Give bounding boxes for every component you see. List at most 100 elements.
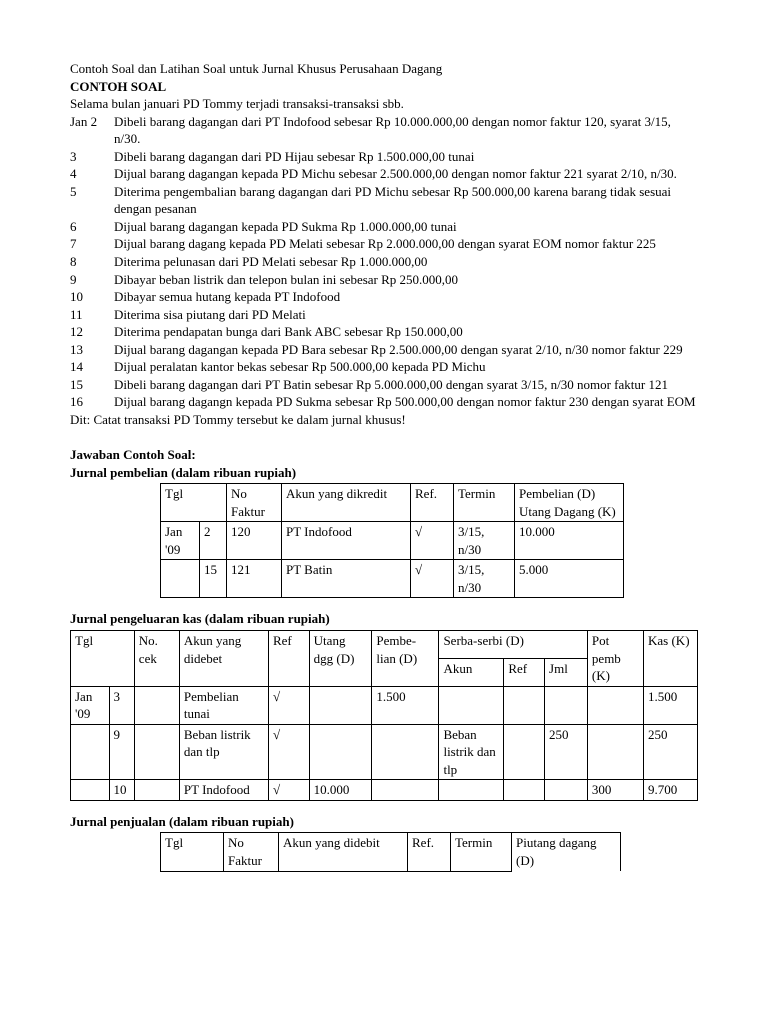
cell — [587, 724, 643, 780]
entry-text: Dijual barang dagangan kepada PD Michu s… — [114, 165, 698, 183]
table-row: 9Beban listrik dan tlp√Beban listrik dan… — [71, 724, 698, 780]
th-akun: Akun yang dikredit — [282, 484, 411, 522]
cell — [545, 780, 588, 801]
th2-pot: Pot pemb (K) — [587, 630, 643, 686]
cell: 10.000 — [515, 522, 624, 560]
th3-termin: Termin — [451, 833, 512, 871]
cell — [161, 560, 200, 598]
table-row: 15121PT Batin√3/15, n/305.000 — [161, 560, 624, 598]
cell — [309, 724, 372, 780]
entry-text: Dibeli barang dagangan dari PT Indofood … — [114, 113, 698, 148]
entry-num: 4 — [70, 165, 114, 183]
cell: √ — [411, 522, 454, 560]
entry-num: 10 — [70, 288, 114, 306]
entry-num: 12 — [70, 323, 114, 341]
cell — [545, 686, 588, 724]
cell: Beban listrik dan tlp — [439, 724, 504, 780]
cell: 250 — [545, 724, 588, 780]
entry-num: 15 — [70, 376, 114, 394]
entry-num: 16 — [70, 393, 114, 411]
th2-kas: Kas (K) — [644, 630, 698, 686]
entry-text: Diterima sisa piutang dari PD Melati — [114, 306, 698, 324]
cell — [587, 686, 643, 724]
th2-pembe: Pembe-lian (D) — [372, 630, 439, 686]
cell — [134, 780, 179, 801]
entry-text: Diterima pelunasan dari PD Melati sebesa… — [114, 253, 698, 271]
cell — [134, 724, 179, 780]
cell: 120 — [227, 522, 282, 560]
cell: 121 — [227, 560, 282, 598]
cell: 3 — [109, 686, 134, 724]
entry-text: Dijual barang dagang kepada PD Melati se… — [114, 235, 698, 253]
cell: 300 — [587, 780, 643, 801]
table1-title: Jurnal pembelian (dalam ribuan rupiah) — [70, 464, 698, 482]
cell — [439, 686, 504, 724]
cell — [504, 686, 545, 724]
th-termin: Termin — [454, 484, 515, 522]
cell: PT Indofood — [179, 780, 268, 801]
table-row: 10PT Indofood√10.0003009.700 — [71, 780, 698, 801]
cell: 5.000 — [515, 560, 624, 598]
jurnal-penjualan-table: Tgl No Faktur Akun yang didebit Ref. Ter… — [160, 832, 621, 871]
cell: 1.500 — [644, 686, 698, 724]
cell — [504, 724, 545, 780]
th3-no: No Faktur — [224, 833, 279, 871]
cell — [71, 780, 110, 801]
cell: 10 — [109, 780, 134, 801]
cell: Jan '09 — [161, 522, 200, 560]
cell: PT Batin — [282, 560, 411, 598]
jurnal-pembelian-table: Tgl No Faktur Akun yang dikredit Ref. Te… — [160, 483, 624, 598]
cell: Jan '09 — [71, 686, 110, 724]
entry-text: Dijual peralatan kantor bekas sebesar Rp… — [114, 358, 698, 376]
th-pembelian: Pembelian (D) Utang Dagang (K) — [515, 484, 624, 522]
doc-title: Contoh Soal dan Latihan Soal untuk Jurna… — [70, 60, 698, 78]
th2-sj: Jml — [545, 658, 588, 686]
th-tgl: Tgl — [161, 484, 227, 522]
th3-tgl: Tgl — [161, 833, 224, 871]
table2-title: Jurnal pengeluaran kas (dalam ribuan rup… — [70, 610, 698, 628]
entry-text: Dijual barang dagangn kepada PD Sukma se… — [114, 393, 698, 411]
th2-akun: Akun yang didebet — [179, 630, 268, 686]
jurnal-pengeluaran-kas-table: Tgl No. cek Akun yang didebet Ref Utang … — [70, 630, 698, 801]
entry-text: Dijual barang dagangan kepada PD Bara se… — [114, 341, 698, 359]
cell — [439, 780, 504, 801]
entry-text: Dibeli barang dagangan dari PT Batin seb… — [114, 376, 698, 394]
th2-no: No. cek — [134, 630, 179, 686]
cell: 3/15, n/30 — [454, 522, 515, 560]
cell: 3/15, n/30 — [454, 560, 515, 598]
cell — [309, 686, 372, 724]
cell: √ — [268, 686, 309, 724]
entry-text: Dibayar beban listrik dan telepon bulan … — [114, 271, 698, 289]
cell — [134, 686, 179, 724]
entry-num: Jan 2 — [70, 113, 114, 148]
cell: √ — [411, 560, 454, 598]
table-row: Jan '093Pembelian tunai√1.5001.500 — [71, 686, 698, 724]
th3-piutang: Piutang dagang (D) — [512, 833, 621, 871]
heading-contoh-soal: CONTOH SOAL — [70, 78, 698, 96]
entry-num: 3 — [70, 148, 114, 166]
th-ref: Ref. — [411, 484, 454, 522]
cell: 9.700 — [644, 780, 698, 801]
cell: 9 — [109, 724, 134, 780]
th2-sa: Akun — [439, 658, 504, 686]
entry-text: Dibayar semua hutang kepada PT Indofood — [114, 288, 698, 306]
th-no-faktur: No Faktur — [227, 484, 282, 522]
intro-text: Selama bulan januari PD Tommy terjadi tr… — [70, 95, 698, 113]
cell: 10.000 — [309, 780, 372, 801]
th3-akun: Akun yang didebit — [279, 833, 408, 871]
entry-text: Diterima pendapatan bunga dari Bank ABC … — [114, 323, 698, 341]
cell — [504, 780, 545, 801]
entry-num: 8 — [70, 253, 114, 271]
th2-sr: Ref — [504, 658, 545, 686]
cell: 15 — [200, 560, 227, 598]
entry-num: 14 — [70, 358, 114, 376]
entry-num: 5 — [70, 183, 114, 218]
dit-text: Dit: Catat transaksi PD Tommy tersebut k… — [70, 411, 698, 429]
entry-text: Diterima pengembalian barang dagangan da… — [114, 183, 698, 218]
entry-text: Dibeli barang dagangan dari PD Hijau seb… — [114, 148, 698, 166]
entry-num: 7 — [70, 235, 114, 253]
th2-tgl: Tgl — [71, 630, 135, 686]
cell: Pembelian tunai — [179, 686, 268, 724]
entry-num: 11 — [70, 306, 114, 324]
cell — [71, 724, 110, 780]
